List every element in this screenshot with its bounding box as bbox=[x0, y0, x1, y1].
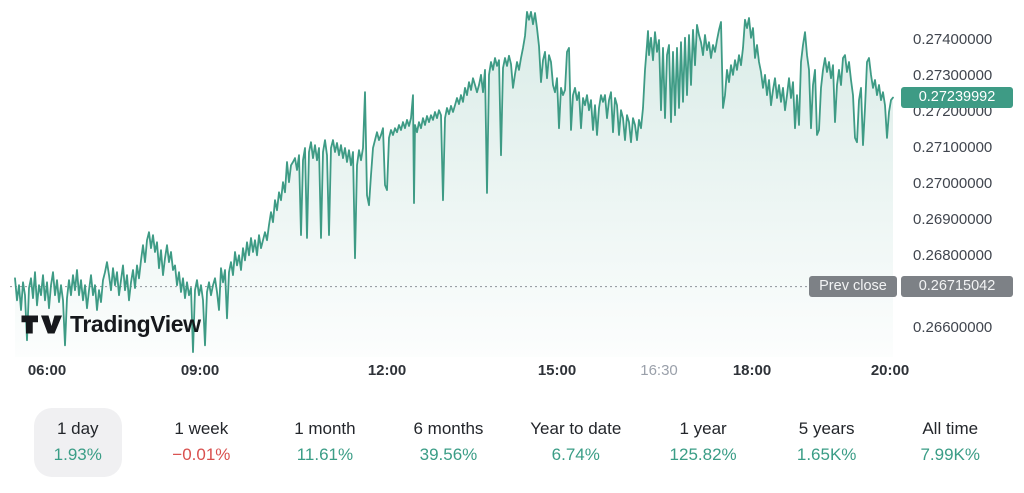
range-label: 1 year bbox=[679, 419, 727, 438]
range-change-percent: 39.56% bbox=[419, 445, 478, 464]
price-tick-label: 0.26800000 bbox=[913, 247, 993, 264]
prev-close-label-badge: Prev close bbox=[809, 276, 897, 298]
range-button-all-time[interactable]: All time 7.99K% bbox=[900, 408, 1000, 477]
current-price-badge: 0.27239992 bbox=[901, 87, 1013, 109]
range-label: 5 years bbox=[798, 419, 855, 438]
range-button-1-year[interactable]: 1 year 125.82% bbox=[650, 408, 757, 477]
price-tick-label: 0.27300000 bbox=[913, 67, 993, 84]
price-tick-label: 0.26600000 bbox=[913, 319, 993, 336]
tradingview-logo[interactable]: TradingView bbox=[20, 310, 201, 338]
range-label: 6 months bbox=[413, 419, 484, 438]
time-tick-label: 15:00 bbox=[537, 362, 577, 379]
price-area-fill bbox=[15, 11, 893, 358]
price-tick-label: 0.26900000 bbox=[913, 211, 993, 228]
range-label: 1 month bbox=[294, 419, 356, 438]
range-label: All time bbox=[922, 419, 979, 438]
price-tick-label: 0.27100000 bbox=[913, 139, 993, 156]
range-change-percent: 125.82% bbox=[669, 445, 737, 464]
tradingview-logo-text: TradingView bbox=[70, 310, 201, 337]
time-tick-label: 06:00 bbox=[27, 362, 67, 379]
range-change-percent: 7.99K% bbox=[920, 445, 980, 464]
prev-close-value-badge: 0.26715042 bbox=[901, 276, 1013, 298]
price-tick-label: 0.27000000 bbox=[913, 175, 993, 192]
range-button-year-to-date[interactable]: Year to date 6.74% bbox=[510, 408, 641, 477]
range-button-1-month[interactable]: 1 month 11.61% bbox=[274, 408, 375, 477]
time-tick-label: 09:00 bbox=[180, 362, 220, 379]
price-chart[interactable] bbox=[0, 0, 1024, 358]
range-button-5-years[interactable]: 5 years 1.65K% bbox=[777, 408, 877, 477]
tradingview-logo-icon bbox=[21, 315, 62, 333]
range-button-6-months[interactable]: 6 months 39.56% bbox=[394, 408, 504, 477]
range-button-1-week[interactable]: 1 week −0.01% bbox=[152, 408, 250, 477]
range-change-percent: 1.65K% bbox=[796, 445, 857, 464]
range-label: 1 day bbox=[56, 419, 99, 438]
range-label: Year to date bbox=[530, 419, 622, 438]
price-tick-label: 0.27400000 bbox=[913, 31, 993, 48]
range-change-percent: 11.61% bbox=[296, 445, 354, 464]
time-tick-label: 12:00 bbox=[367, 362, 407, 379]
range-button-1-day[interactable]: 1 day 1.93% bbox=[33, 408, 122, 477]
time-tick-label: 20:00 bbox=[870, 362, 910, 379]
time-tick-label: 18:00 bbox=[732, 362, 772, 379]
time-tick-label: 16:30 bbox=[640, 362, 678, 379]
range-label: 1 week bbox=[174, 419, 229, 438]
range-selector: 1 day 1.93% 1 week −0.01% 1 month 11.61% 6 mon… bbox=[0, 404, 1024, 493]
range-change-percent: 1.93% bbox=[53, 445, 102, 464]
range-change-percent: 6.74% bbox=[551, 445, 600, 464]
range-change-percent: −0.01% bbox=[172, 445, 231, 464]
price-line bbox=[14, 11, 894, 353]
